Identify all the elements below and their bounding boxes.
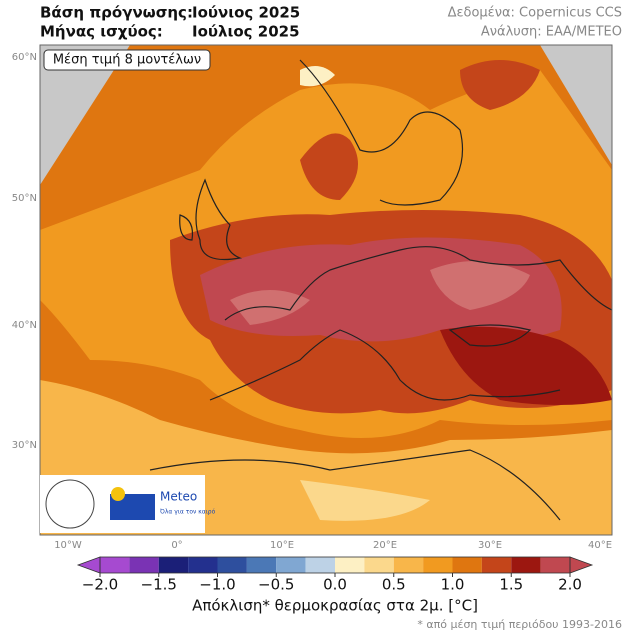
map-annotation: Μέση τιμή 8 μοντέλων <box>53 53 201 68</box>
colorbar-segment <box>100 557 130 573</box>
lon-label: 20°E <box>373 540 397 551</box>
lat-label: 30°N <box>12 440 37 451</box>
forecast-base-value: Ιούνιος 2025 <box>192 4 300 22</box>
colorbar-segment <box>364 557 394 573</box>
lon-label: 10°W <box>54 540 82 551</box>
annotation-box <box>43 49 211 71</box>
lat-labels: 60°N 50°N 40°N 30°N <box>12 52 37 451</box>
colorbar-segment <box>393 557 424 573</box>
lon-label: 30°E <box>478 540 502 551</box>
colorbar-segment <box>129 557 159 573</box>
colorbar-segment <box>335 557 365 573</box>
footnote: * από μέση τιμή περιόδου 1993-2016 <box>417 618 622 631</box>
logo-tagline: Όλα για τον καιρό <box>159 509 216 516</box>
colorbar-tick-label: 1.5 <box>499 576 523 594</box>
lon-label: 40°E <box>588 540 612 551</box>
lat-label: 50°N <box>12 193 37 204</box>
colorbar-tick-label: 2.0 <box>558 576 582 594</box>
colorbar-tick-label: 0.0 <box>323 576 347 594</box>
colorbar-segment <box>188 557 218 573</box>
colorbar-segment <box>246 557 277 573</box>
lat-label: 60°N <box>12 52 37 63</box>
valid-month-label: Μήνας ισχύος: <box>40 23 163 41</box>
colorbar-tick-label: −1.0 <box>199 576 235 594</box>
lon-label: 0° <box>171 540 182 551</box>
analysis: Ανάλυση: ΕΑΑ/METEO <box>481 25 622 40</box>
logo-text: Meteo <box>160 490 197 504</box>
colorbar-tick-label: 0.5 <box>382 576 406 594</box>
colorbar-segment <box>511 557 541 573</box>
colorbar-tick-label: −1.5 <box>141 576 177 594</box>
colorbar-tick-label: 1.0 <box>441 576 465 594</box>
colorbar-segment <box>481 557 512 573</box>
lon-labels: 10°W 0° 10°E 20°E 30°E 40°E <box>54 540 612 551</box>
colorbar-segment <box>217 557 247 573</box>
colorbar-segment <box>423 557 453 573</box>
colorbar-tick-label: −2.0 <box>82 576 118 594</box>
logo: Meteo Όλα για τον καιρό <box>40 475 216 533</box>
lat-label: 40°N <box>12 320 37 331</box>
colorbar-segment <box>452 557 482 573</box>
map: Μέση τιμή 8 μοντέλων Meteo Όλα για τον κ… <box>39 44 613 536</box>
colorbar-segment <box>158 557 189 573</box>
colorbar-segment <box>305 557 335 573</box>
lon-label: 10°E <box>270 540 294 551</box>
colorbar-segment <box>540 557 570 573</box>
colorbar-label: Απόκλιση* θερμοκρασίας στα 2μ. [°C] <box>192 597 478 615</box>
data-source: Δεδομένα: Copernicus CCS <box>448 6 622 21</box>
colorbar-extend-low <box>76 556 101 574</box>
colorbar: −2.0 −1.5 −1.0 −0.5 0.0 0.5 1.0 1.5 2.0 <box>76 556 594 594</box>
colorbar-extend-high <box>569 556 594 574</box>
forecast-base-label: Βάση πρόγνωσης: <box>40 4 193 22</box>
colorbar-tick-label: −0.5 <box>258 576 294 594</box>
valid-month-value: Ιούλιος 2025 <box>192 23 300 41</box>
colorbar-segment <box>276 557 306 573</box>
